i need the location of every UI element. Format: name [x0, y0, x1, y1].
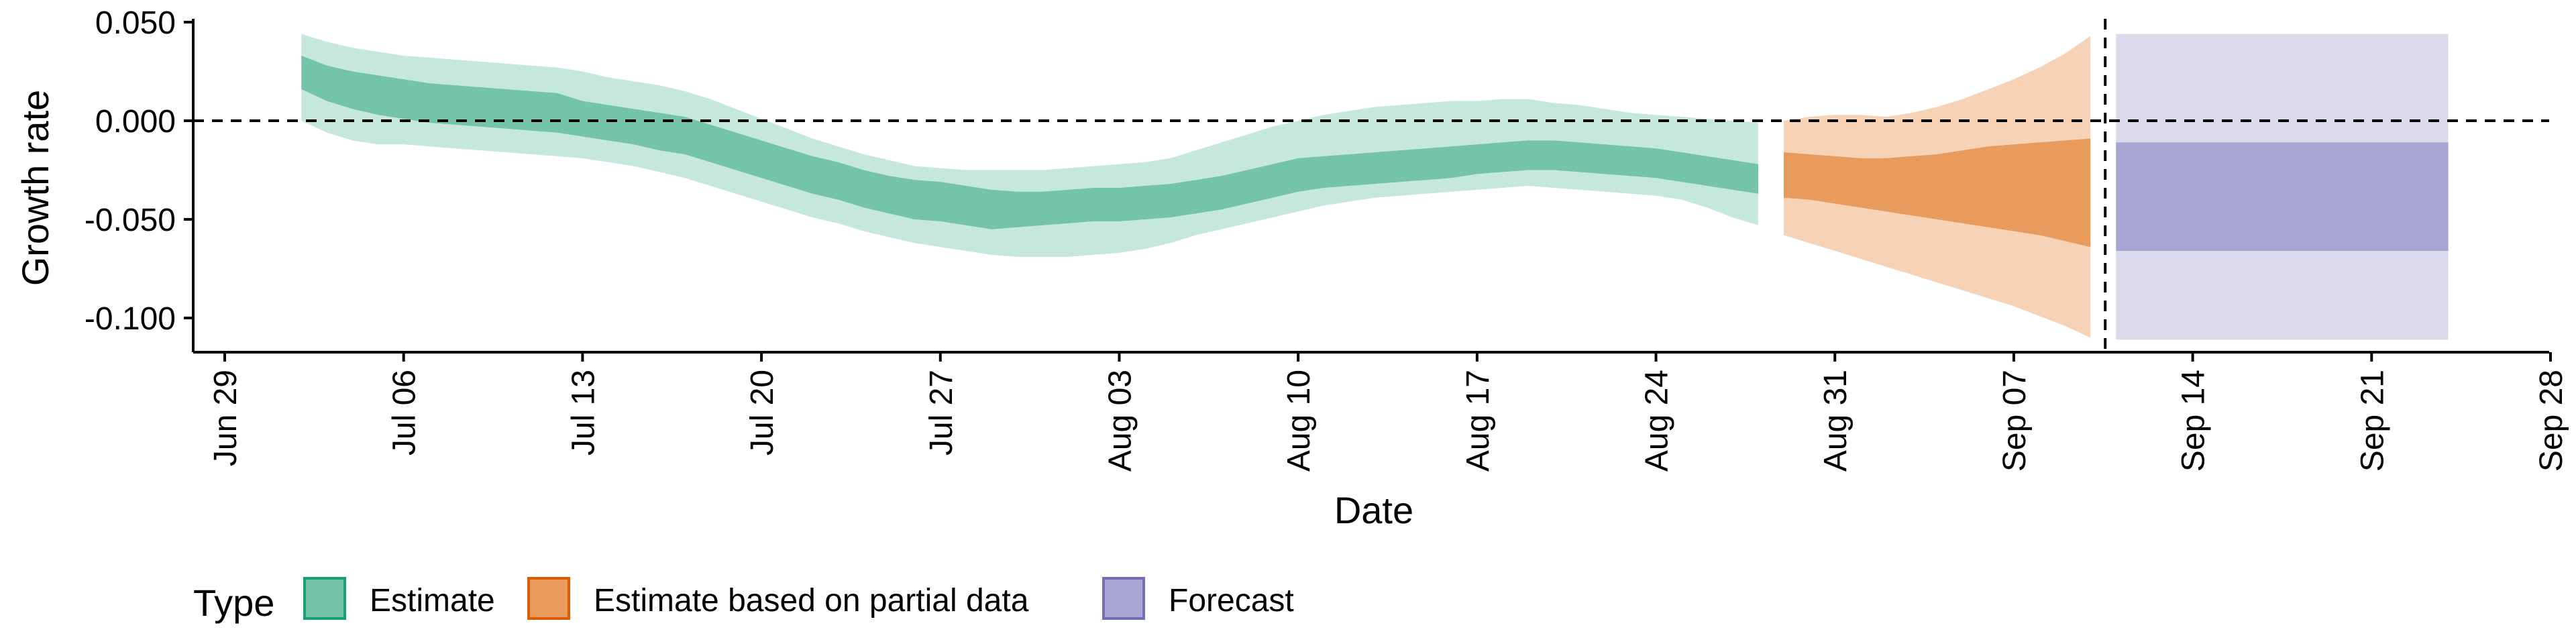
x-tick-label: Jul 27 — [924, 370, 959, 455]
x-tick-label: Aug 17 — [1460, 370, 1496, 472]
reference-lines — [193, 19, 2549, 352]
x-tick-label: Sep 28 — [2534, 370, 2569, 472]
estimate-outer-band — [301, 34, 1758, 257]
axes — [192, 19, 2549, 354]
y-tick-label: 0.050 — [95, 5, 176, 41]
x-tick-label: Aug 10 — [1281, 370, 1317, 472]
y-tick-label: 0.000 — [95, 104, 176, 140]
y-tick-label: -0.050 — [85, 203, 176, 238]
uncertainty-bands — [301, 34, 2449, 340]
y-axis-ticks: 0.050 0.000 -0.050 -0.100 — [85, 5, 193, 337]
x-tick-label: Aug 03 — [1102, 370, 1138, 472]
x-tick-label: Aug 24 — [1640, 370, 1675, 472]
x-tick-label: Sep 07 — [1997, 370, 2033, 472]
legend-key-estimate — [303, 577, 346, 620]
x-tick-label: Jul 13 — [566, 370, 601, 455]
estimate-inner-band — [301, 56, 1758, 229]
legend-title: Type — [193, 582, 274, 624]
y-tick-label: -0.100 — [85, 301, 176, 337]
x-tick-label: Sep 21 — [2355, 370, 2390, 472]
y-axis-title: Growth rate — [14, 90, 56, 286]
legend-key-estimate-based-on-partial-data — [527, 577, 570, 620]
x-axis-title: Date — [1334, 489, 1413, 531]
x-tick-label: Aug 31 — [1818, 370, 1854, 472]
x-axis-ticks: Jun 29 Jul 06 Jul 13 Jul 20 Jul 27 Aug 03 Aug … — [208, 352, 2569, 472]
forecast-inner-band — [2116, 142, 2449, 252]
legend-label: Estimate based on partial data — [594, 583, 1029, 619]
x-tick-label: Jul 06 — [387, 370, 423, 455]
x-tick-label: Jun 29 — [208, 370, 244, 466]
x-tick-label: Sep 14 — [2176, 370, 2212, 472]
estimate-based-on-partial-data-inner-band — [1784, 138, 2091, 248]
x-tick-label: Jul 20 — [745, 370, 780, 455]
legend-label: Estimate — [370, 583, 495, 619]
legend: Type Estimate Estimate based on partial d… — [193, 577, 1294, 624]
legend-label: Forecast — [1169, 583, 1294, 619]
legend-key-forecast — [1102, 577, 1145, 620]
